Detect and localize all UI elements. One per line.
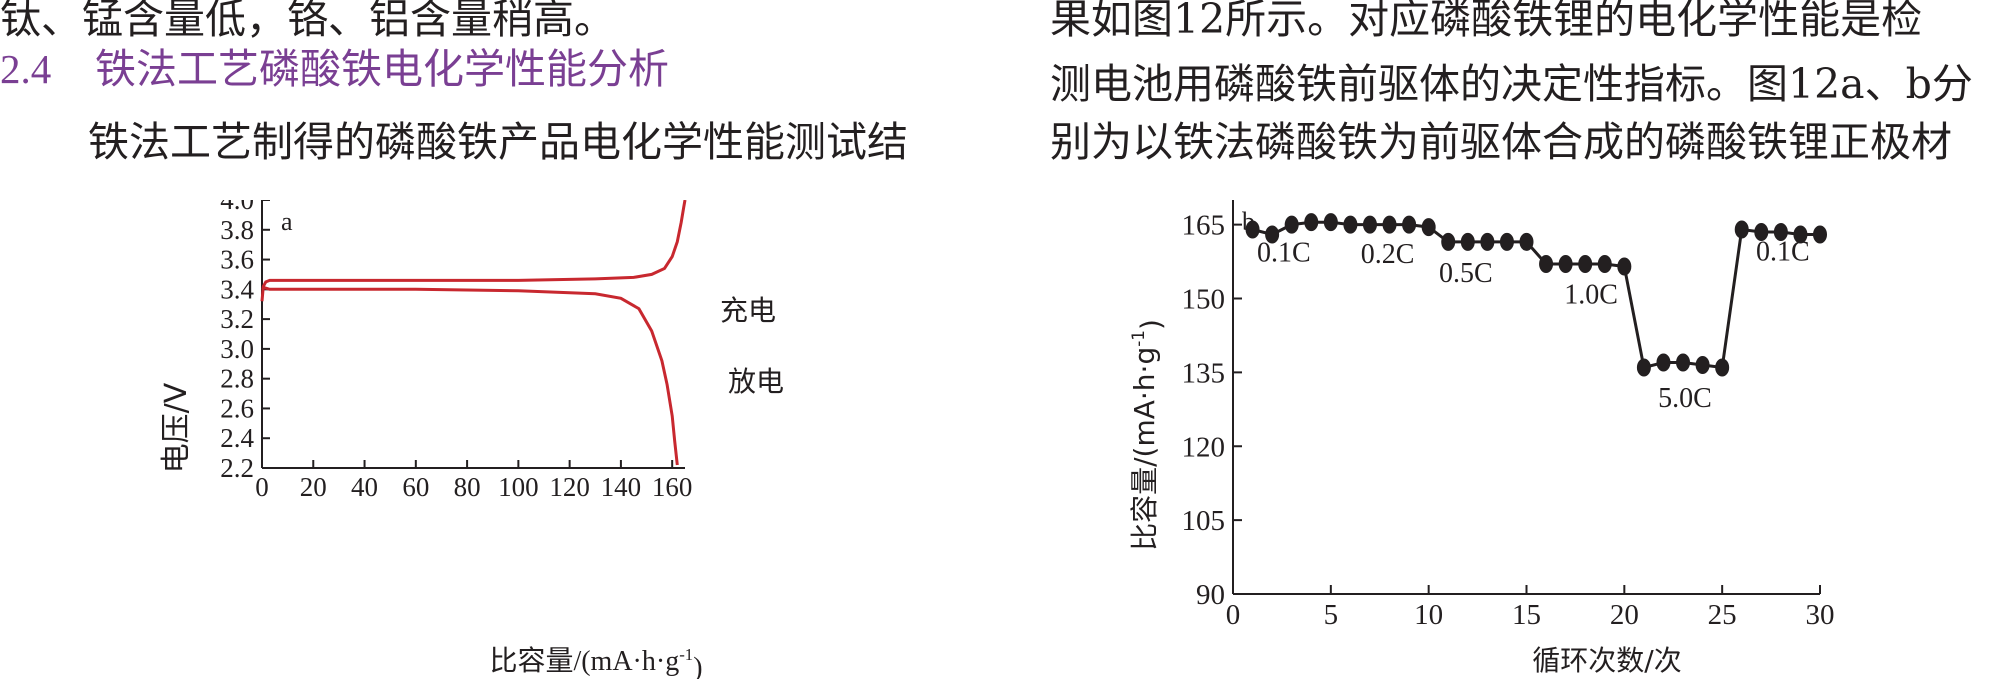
x-tick-label-a: 20 — [300, 472, 327, 502]
data-point — [1773, 223, 1788, 242]
rate-annotation: 5.0C — [1658, 383, 1712, 414]
x-tick-label-a: 100 — [498, 472, 539, 502]
y-tick-label-b: 120 — [1182, 431, 1226, 463]
data-point — [1402, 215, 1417, 234]
data-point — [1793, 225, 1808, 244]
data-point — [1421, 218, 1436, 237]
data-point — [1734, 220, 1749, 239]
x-tick-label-b: 5 — [1324, 599, 1339, 631]
x-tick-label-b: 20 — [1610, 599, 1639, 631]
right-text-line-1: 果如图12所示。对应磷酸铁锂的电化学性能是检 — [1050, 0, 1923, 43]
data-point — [1617, 257, 1632, 276]
data-point — [1539, 255, 1554, 274]
data-point — [1578, 255, 1593, 274]
y-tick-label-a: 4.0 — [220, 200, 254, 215]
annotation-charge: 充电 — [720, 294, 776, 327]
data-point — [1519, 232, 1534, 251]
y-tick-label-a: 2.4 — [220, 423, 254, 453]
data-point — [1245, 220, 1260, 239]
annotation-discharge: 放电 — [728, 365, 784, 398]
x-tick-label-a: 80 — [454, 472, 481, 502]
y-tick-label-a: 3.4 — [220, 274, 254, 304]
x-tick-label-b: 25 — [1708, 599, 1737, 631]
right-text-line-2: 测电池用磷酸铁前驱体的决定性指标。图12a、b分 — [1050, 60, 1973, 108]
x-tick-label-a: 120 — [549, 472, 590, 502]
rate-annotation: 0.1C — [1756, 237, 1810, 268]
rate-annotation: 0.5C — [1439, 258, 1493, 289]
series-charge-curve — [260, 200, 687, 302]
y-tick-label-b: 105 — [1182, 505, 1226, 537]
data-point — [1695, 355, 1710, 374]
section-title: 铁法工艺磷酸铁电化学性能分析 — [95, 45, 669, 93]
panel-label-b: b — [1242, 207, 1255, 236]
y-axis-label-b: 比容量/(mA·h·g-1) — [1128, 319, 1168, 551]
y-axis-label-a: 电压/V — [159, 382, 194, 473]
data-point — [1636, 358, 1651, 377]
rate-annotation: 0.1C — [1257, 238, 1311, 269]
series-rate-line — [1252, 220, 1820, 370]
right-text-line-3: 别为以铁法磷酸铁为前驱体合成的磷酸铁锂正极材 — [1050, 118, 1952, 166]
data-point — [1460, 232, 1475, 251]
y-tick-label-a: 2.6 — [220, 393, 254, 423]
data-point — [1284, 215, 1299, 234]
data-point — [1323, 213, 1338, 232]
y-tick-label-a: 3.6 — [220, 245, 254, 275]
data-point — [1558, 255, 1573, 274]
section-heading: 2.4 铁法工艺磷酸铁电化学性能分析 — [0, 45, 669, 93]
series-discharge-curve — [261, 286, 679, 466]
x-tick-label-b: 10 — [1414, 599, 1443, 631]
section-number: 2.4 — [0, 46, 52, 92]
x-tick-label-a: 140 — [601, 472, 642, 502]
data-point — [1499, 232, 1514, 251]
y-tick-label-a: 2.2 — [220, 453, 254, 483]
y-tick-label-a: 3.0 — [220, 334, 254, 364]
data-point — [1362, 215, 1377, 234]
data-point — [1715, 358, 1730, 377]
chart-b-rate-capability: 165 150 135 120 105 900 5 10 15 20 25 30 b 比容量/(mA·… — [1128, 200, 1835, 677]
x-tick-label-a: 0 — [255, 472, 269, 502]
y-tick-label-b: 165 — [1182, 210, 1226, 242]
data-point — [1480, 232, 1495, 251]
y-tick-label-a: 3.8 — [220, 215, 254, 245]
panel-label-a: a — [281, 207, 293, 236]
rate-annotation: 1.0C — [1564, 279, 1618, 310]
x-axis-label-b: 循环次数/次 — [1532, 644, 1681, 677]
y-tick-label-b: 150 — [1182, 284, 1226, 316]
data-point — [1382, 215, 1397, 234]
x-tick-label-b: 15 — [1512, 599, 1541, 631]
data-point — [1754, 223, 1769, 242]
data-point — [1441, 232, 1456, 251]
data-point — [1676, 353, 1691, 372]
data-point — [1304, 213, 1319, 232]
y-tick-label-a: 2.8 — [220, 364, 254, 394]
y-tick-label-b: 90 — [1196, 579, 1225, 611]
data-point — [1813, 225, 1827, 244]
data-point — [1343, 215, 1358, 234]
y-tick-label-b: 135 — [1182, 357, 1226, 389]
chart-a-voltage-capacity: 4.03.83.63.43.23.02.82.62.42.20 20 40 60 80 1… — [159, 200, 784, 679]
x-tick-label-a: 160 — [652, 472, 693, 502]
data-point — [1656, 353, 1671, 372]
rate-annotation: 0.2C — [1361, 239, 1415, 270]
left-text-line-3: 铁法工艺制得的磷酸铁产品电化学性能测试结 — [88, 118, 908, 166]
x-axis-label-a: 比容量/(mA·h·g-1) — [489, 645, 702, 679]
x-tick-label-b: 0 — [1226, 599, 1241, 631]
x-tick-label-a: 40 — [351, 472, 378, 502]
y-tick-label-a: 3.2 — [220, 304, 254, 334]
left-text-line-1: 钛、锰含量低，铬、铝含量稍高。 — [0, 0, 615, 43]
data-point — [1597, 255, 1612, 274]
x-tick-label-a: 60 — [402, 472, 429, 502]
x-tick-label-b: 30 — [1806, 599, 1835, 631]
data-point — [1265, 225, 1280, 244]
